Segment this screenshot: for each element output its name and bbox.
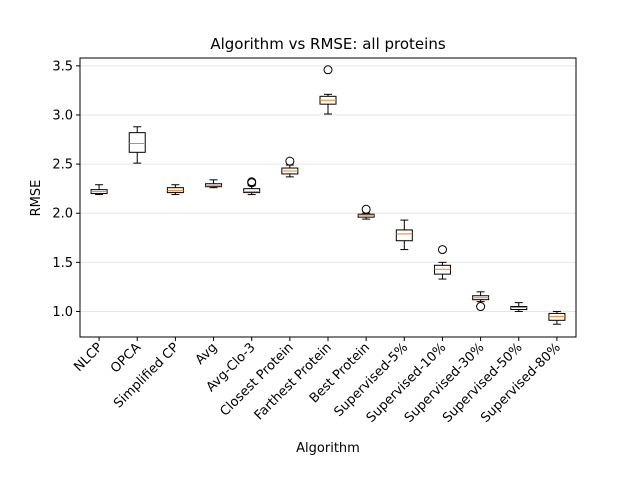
boxes-layer — [90, 65, 566, 325]
box-10 — [472, 291, 490, 312]
outlier-point — [361, 204, 371, 214]
box-5 — [281, 156, 299, 178]
x-axis-label: Algorithm — [296, 441, 360, 456]
box-12 — [548, 310, 566, 325]
box-0 — [90, 184, 108, 196]
outlier-point — [247, 177, 257, 187]
box-7 — [357, 204, 375, 220]
box-body — [243, 188, 261, 194]
outlier-point — [476, 302, 486, 312]
y-axis: 1.0 1.5 2.0 2.5 3.0 3.5 — [52, 59, 80, 320]
y-tick-label: 2.5 — [52, 158, 73, 173]
box-6 — [319, 65, 337, 115]
box-1 — [128, 126, 146, 164]
y-tick-label: 1.5 — [52, 256, 73, 271]
y-axis-label: RMSE — [29, 180, 44, 217]
y-tick-label: 1.0 — [52, 305, 73, 320]
box-2 — [166, 184, 184, 196]
y-tick-label: 3.0 — [52, 108, 73, 123]
chart-title: Algorithm vs RMSE: all proteins — [210, 35, 445, 53]
x-tick-label: NLCP — [71, 340, 106, 375]
outlier-point — [437, 245, 447, 255]
box-9 — [433, 245, 451, 280]
box-4 — [243, 177, 261, 196]
box-3 — [205, 179, 223, 189]
outlier-point — [285, 156, 295, 166]
box-8 — [395, 219, 413, 251]
box-body — [395, 229, 413, 242]
y-tick-label: 3.5 — [52, 59, 73, 74]
x-tick-label: OPCA — [108, 340, 144, 376]
outlier-point — [323, 65, 333, 75]
box-body — [128, 132, 146, 153]
y-tick-label: 2.0 — [52, 207, 73, 222]
box-11 — [510, 302, 528, 312]
x-tick-label: Avg — [193, 340, 221, 368]
